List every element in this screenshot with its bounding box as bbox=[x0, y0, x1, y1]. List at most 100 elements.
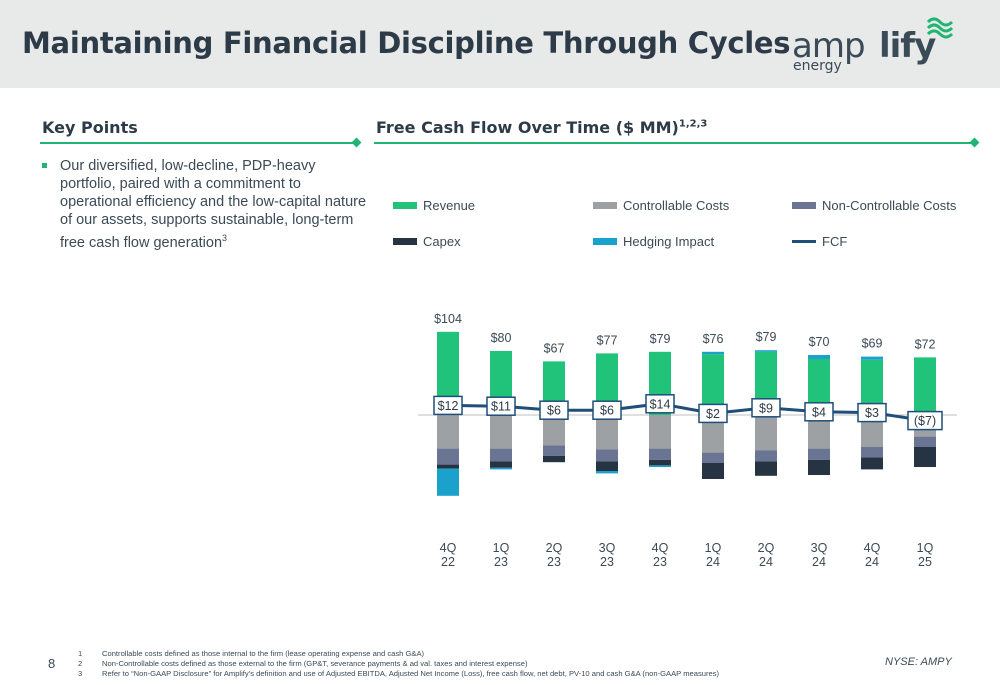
bar-controllable-costs bbox=[490, 415, 512, 449]
x-tick-label: 3Q bbox=[599, 541, 616, 555]
fcf-data-label: $6 bbox=[600, 404, 614, 418]
fcf-label-box bbox=[539, 400, 569, 420]
bar-capex bbox=[702, 463, 724, 479]
bar-revenue bbox=[702, 354, 724, 415]
bullet-square-icon bbox=[42, 163, 47, 168]
bar-noncontrollable-costs bbox=[808, 448, 830, 460]
footnote-row: 1 Controllable costs defined as those int… bbox=[78, 649, 719, 659]
x-tick-label: 24 bbox=[865, 555, 879, 569]
fcf-data-label: $4 bbox=[812, 405, 826, 419]
bar-hedging bbox=[649, 465, 671, 467]
fcf-label-box bbox=[857, 402, 887, 423]
bar-noncontrollable-costs bbox=[490, 448, 512, 462]
bullet-text: Our diversified, low-decline, PDP-heavy … bbox=[60, 158, 367, 251]
x-tick-label: 4Q bbox=[652, 541, 669, 555]
bar-revenue bbox=[914, 357, 936, 415]
bar-capex bbox=[861, 457, 883, 470]
bar-revenue bbox=[437, 331, 459, 415]
bar-controllable-costs bbox=[543, 415, 565, 446]
fcf-label-box bbox=[433, 395, 463, 416]
legend-label-capex: Capex bbox=[423, 234, 461, 249]
x-tick-label: 23 bbox=[653, 555, 667, 569]
x-tick-label: 24 bbox=[706, 555, 720, 569]
bar-revenue bbox=[861, 359, 883, 415]
bar-controllable-costs bbox=[808, 415, 830, 449]
logo-text-energy: energy bbox=[793, 58, 842, 74]
revenue-data-label: $77 bbox=[597, 333, 618, 347]
fcf-line bbox=[447, 402, 926, 423]
bar-capex bbox=[649, 459, 671, 466]
chart-heading-footnote-ref: 1,2,3 bbox=[678, 118, 708, 130]
fcf-label-box bbox=[592, 400, 622, 420]
bar-noncontrollable-costs bbox=[702, 452, 724, 463]
legend-label-fcf: FCF bbox=[822, 234, 848, 249]
key-points-heading: Key Points bbox=[42, 118, 138, 137]
bar-noncontrollable-costs bbox=[437, 448, 459, 465]
x-tick-label: 25 bbox=[918, 555, 932, 569]
header-bar: Maintaining Financial Discipline Through… bbox=[0, 0, 1000, 88]
x-tick-label: 23 bbox=[494, 555, 508, 569]
bar-capex bbox=[808, 459, 830, 475]
bar-revenue bbox=[808, 359, 830, 415]
x-tick-label: 4Q bbox=[440, 541, 457, 555]
fcf-label-box bbox=[698, 403, 728, 424]
footnote-index: 1 bbox=[78, 649, 83, 658]
footnote-index: 2 bbox=[78, 659, 83, 668]
fcf-data-label: $2 bbox=[706, 407, 720, 421]
bullet-footnote-ref: 3 bbox=[222, 233, 228, 243]
legend-label-controllable: Controllable Costs bbox=[623, 198, 730, 213]
key-points-rule bbox=[40, 142, 356, 144]
footnote-text: Non-Controllable costs defined as those … bbox=[102, 659, 528, 668]
fcf-data-label: ($7) bbox=[914, 414, 936, 428]
revenue-data-label: $104 bbox=[434, 312, 462, 326]
bar-capex bbox=[755, 461, 777, 476]
revenue-data-label: $72 bbox=[915, 337, 936, 351]
bar-controllable-costs bbox=[755, 415, 777, 451]
chart-heading: Free Cash Flow Over Time ($ MM)1,2,3 bbox=[376, 118, 707, 137]
bar-capex bbox=[596, 461, 618, 471]
bar-controllable-costs bbox=[437, 415, 459, 449]
revenue-data-label: $69 bbox=[862, 337, 883, 351]
bar-controllable-costs bbox=[596, 415, 618, 450]
legend-swatch-noncontrollable bbox=[792, 202, 816, 209]
bar-noncontrollable-costs bbox=[861, 447, 883, 458]
bar-noncontrollable-costs bbox=[649, 448, 671, 460]
bar-revenue bbox=[596, 353, 618, 415]
legend-line-fcf bbox=[792, 240, 816, 243]
bar-hedging bbox=[490, 467, 512, 470]
bar-capex bbox=[490, 461, 512, 468]
bar-hedging bbox=[808, 355, 830, 359]
page-number: 8 bbox=[48, 656, 56, 671]
x-tick-label: 4Q bbox=[864, 541, 881, 555]
x-tick-label: 1Q bbox=[705, 541, 722, 555]
ticker-symbol: NYSE: AMPY bbox=[885, 656, 952, 668]
bar-noncontrollable-costs bbox=[596, 449, 618, 462]
legend-swatch-revenue bbox=[393, 202, 417, 209]
bar-capex bbox=[914, 447, 936, 467]
fcf-data-label: $3 bbox=[865, 406, 879, 420]
key-points-bullet: Our diversified, low-decline, PDP-heavy … bbox=[42, 157, 367, 252]
bar-noncontrollable-costs bbox=[914, 436, 936, 447]
fcf-label-box bbox=[907, 410, 943, 431]
fcf-label-box bbox=[751, 398, 781, 418]
x-tick-label: 23 bbox=[600, 555, 614, 569]
logo-text-amp: amp bbox=[792, 26, 866, 66]
legend-swatch-controllable bbox=[593, 202, 617, 209]
x-tick-label: 1Q bbox=[493, 541, 510, 555]
revenue-data-label: $79 bbox=[756, 330, 777, 344]
bar-hedging bbox=[702, 351, 724, 355]
chart-heading-text: Free Cash Flow Over Time ($ MM) bbox=[376, 118, 679, 137]
bar-controllable-costs bbox=[702, 415, 724, 453]
bar-hedging bbox=[755, 350, 777, 352]
footnote-row: 3 Refer to “Non-GAAP Disclosure” for Ampl… bbox=[78, 669, 719, 679]
x-tick-label: 1Q bbox=[917, 541, 934, 555]
bar-hedging bbox=[596, 471, 618, 474]
logo-text-lify: lify bbox=[879, 26, 936, 66]
fcf-label-box bbox=[804, 402, 834, 422]
bar-controllable-costs bbox=[649, 415, 671, 449]
page-title: Maintaining Financial Discipline Through… bbox=[22, 26, 791, 60]
revenue-data-label: $80 bbox=[491, 331, 512, 345]
fcf-data-label: $9 bbox=[759, 401, 773, 415]
x-tick-label: 2Q bbox=[758, 541, 775, 555]
x-tick-label: 24 bbox=[759, 555, 773, 569]
